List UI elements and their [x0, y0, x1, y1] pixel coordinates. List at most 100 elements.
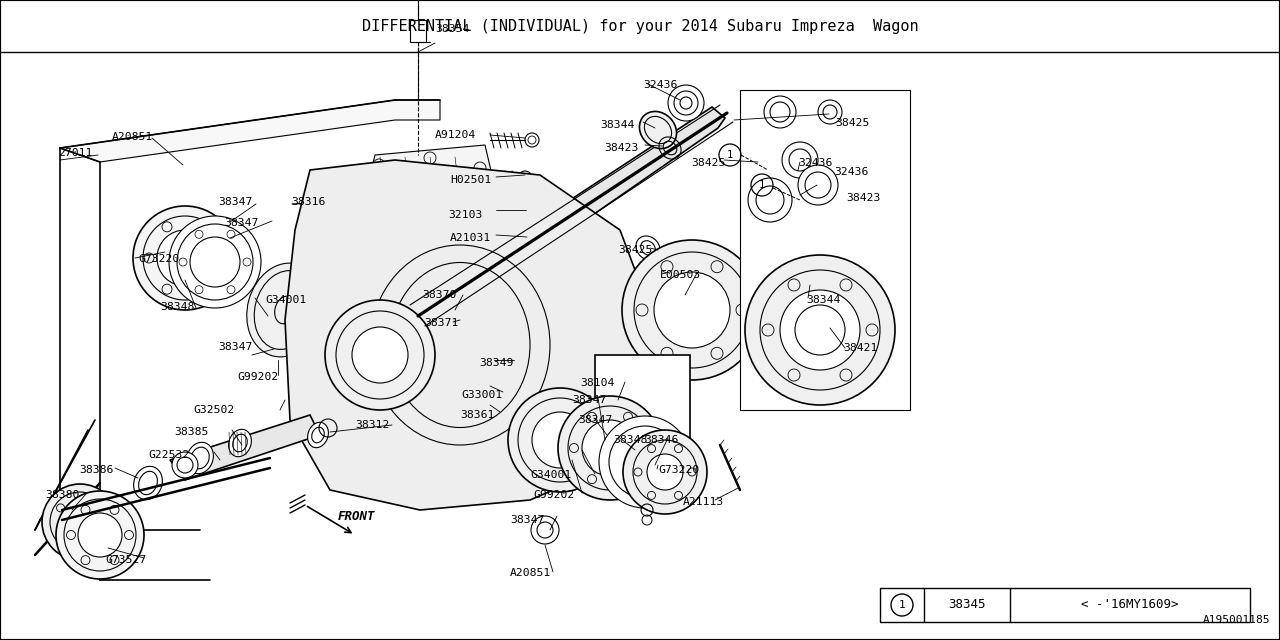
Circle shape: [169, 216, 261, 308]
Circle shape: [133, 206, 237, 310]
Text: 1: 1: [727, 150, 733, 160]
Text: 1: 1: [899, 600, 905, 610]
Circle shape: [782, 142, 818, 178]
Text: G34001: G34001: [530, 470, 571, 480]
Text: 38347: 38347: [224, 218, 259, 228]
Circle shape: [654, 272, 730, 348]
Text: 38344: 38344: [600, 120, 635, 130]
Text: 38380: 38380: [45, 490, 79, 500]
Bar: [881, 588, 1251, 622]
Circle shape: [172, 452, 198, 478]
Ellipse shape: [636, 236, 660, 260]
Text: 38347: 38347: [572, 395, 607, 405]
Circle shape: [780, 290, 860, 370]
Ellipse shape: [640, 111, 677, 148]
Text: 38348: 38348: [160, 302, 195, 312]
Polygon shape: [369, 145, 492, 278]
Text: DIFFERENTIAL (INDIVIDUAL) for your 2014 Subaru Impreza  Wagon: DIFFERENTIAL (INDIVIDUAL) for your 2014 …: [362, 19, 918, 33]
Polygon shape: [170, 415, 320, 480]
Circle shape: [599, 416, 691, 508]
Text: 38312: 38312: [355, 420, 389, 430]
Ellipse shape: [465, 367, 492, 397]
Circle shape: [623, 430, 707, 514]
Text: 38423: 38423: [846, 193, 881, 203]
Text: G73220: G73220: [658, 465, 699, 475]
Text: FRONT: FRONT: [338, 511, 375, 524]
Text: 38370: 38370: [422, 290, 457, 300]
Text: < -'16MY1609>: < -'16MY1609>: [1082, 598, 1179, 611]
Ellipse shape: [229, 429, 251, 457]
Text: 38354: 38354: [435, 24, 470, 34]
Text: 38361: 38361: [460, 410, 494, 420]
Ellipse shape: [247, 263, 324, 357]
Circle shape: [582, 420, 637, 476]
Text: G33001: G33001: [461, 390, 502, 400]
Ellipse shape: [422, 296, 447, 324]
Text: 38371: 38371: [424, 318, 458, 328]
Text: 32436: 32436: [835, 167, 868, 177]
Ellipse shape: [440, 287, 460, 309]
Text: A21113: A21113: [684, 497, 724, 507]
Text: 38347: 38347: [218, 197, 252, 207]
Text: G34001: G34001: [265, 295, 306, 305]
Circle shape: [622, 240, 762, 380]
Text: A195001185: A195001185: [1202, 615, 1270, 625]
Text: G99202: G99202: [532, 490, 575, 500]
Text: A20851: A20851: [509, 568, 552, 578]
Text: 38316: 38316: [291, 197, 325, 207]
Text: 38344: 38344: [806, 295, 841, 305]
Text: 38425: 38425: [691, 158, 726, 168]
Ellipse shape: [187, 442, 214, 474]
Text: 38345: 38345: [948, 598, 986, 611]
Ellipse shape: [133, 467, 163, 500]
Text: A91204: A91204: [435, 130, 476, 140]
Circle shape: [78, 513, 122, 557]
Text: 38347: 38347: [509, 515, 544, 525]
Text: G73220: G73220: [138, 254, 179, 264]
Circle shape: [61, 504, 99, 540]
Text: G32502: G32502: [193, 405, 234, 415]
Text: 27011: 27011: [58, 148, 92, 158]
Circle shape: [157, 230, 212, 286]
Polygon shape: [410, 107, 724, 328]
Circle shape: [797, 165, 838, 205]
Text: 38385: 38385: [174, 427, 209, 437]
Text: 38423: 38423: [604, 143, 639, 153]
Circle shape: [745, 255, 895, 405]
Text: G73527: G73527: [105, 555, 146, 565]
Text: 38346: 38346: [644, 435, 678, 445]
Text: 38104: 38104: [580, 378, 614, 388]
Text: 38347: 38347: [579, 415, 612, 425]
Ellipse shape: [307, 422, 329, 448]
Ellipse shape: [477, 344, 503, 372]
Circle shape: [56, 491, 143, 579]
Bar: [740, 90, 910, 410]
Text: A20851: A20851: [113, 132, 154, 142]
Text: 38349: 38349: [479, 358, 513, 368]
Text: 38386: 38386: [79, 465, 114, 475]
Text: 32436: 32436: [643, 80, 677, 90]
Text: 32436: 32436: [797, 158, 832, 168]
Text: 38425: 38425: [835, 118, 869, 128]
Circle shape: [764, 96, 796, 128]
Text: G22532: G22532: [148, 450, 189, 460]
Text: H02501: H02501: [451, 175, 492, 185]
Text: E00503: E00503: [660, 270, 701, 280]
Text: 32103: 32103: [448, 210, 483, 220]
Text: 38425: 38425: [618, 245, 653, 255]
Text: 38348: 38348: [613, 435, 648, 445]
Circle shape: [558, 396, 662, 500]
Circle shape: [646, 454, 684, 490]
Circle shape: [532, 412, 588, 468]
Text: 38347: 38347: [218, 342, 252, 352]
Text: 38421: 38421: [844, 343, 877, 353]
Polygon shape: [285, 160, 650, 510]
Circle shape: [748, 178, 792, 222]
Circle shape: [352, 327, 408, 383]
Circle shape: [325, 300, 435, 410]
Polygon shape: [60, 100, 440, 162]
Bar: [410, 20, 426, 42]
Bar: [595, 355, 690, 445]
Bar: [740, 90, 910, 410]
Text: A21031: A21031: [451, 233, 492, 243]
